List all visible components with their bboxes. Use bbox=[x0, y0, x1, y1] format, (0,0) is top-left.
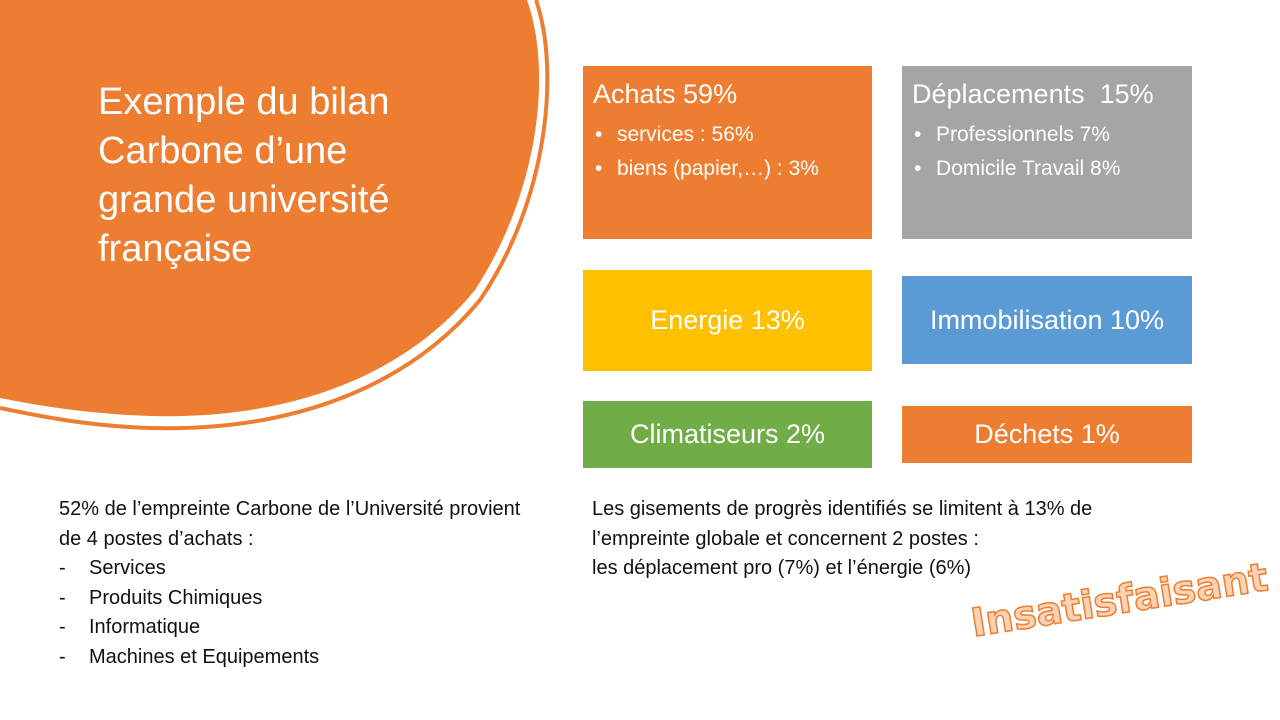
immobilisation-box: Immobilisation 10% bbox=[902, 276, 1192, 364]
note-line: les déplacement pro (7%) et l’énergie (6… bbox=[592, 557, 972, 579]
progress-note: Les gisements de progrès identifiés se l… bbox=[592, 495, 1192, 584]
deplacements-list: Professionnels 7% Domicile Travail 8% bbox=[912, 118, 1192, 186]
list-item: services : 56% bbox=[593, 118, 872, 152]
list-item: Professionnels 7% bbox=[912, 118, 1192, 152]
deplacements-box: Déplacements 15% Professionnels 7% Domic… bbox=[902, 66, 1192, 239]
deplacements-label: Déplacements 15% bbox=[912, 79, 1154, 109]
achats-summary: 52% de l’empreinte Carbone de l’Universi… bbox=[59, 495, 529, 672]
energie-box: Energie 13% bbox=[583, 270, 872, 371]
note-line: Les gisements de progrès identifiés se l… bbox=[592, 498, 1093, 520]
note-line: l’empreinte globale et concernent 2 post… bbox=[592, 527, 979, 550]
immobilisation-label: Immobilisation 10% bbox=[929, 304, 1165, 335]
summary-intro: 52% de l’empreinte Carbone de l’Universi… bbox=[59, 498, 521, 550]
climatiseurs-box: Climatiseurs 2% bbox=[583, 401, 872, 468]
dechets-box: Déchets 1% bbox=[902, 406, 1192, 463]
list-item: biens (papier,…) : 3% bbox=[593, 152, 872, 186]
dechets-label: Déchets 1% bbox=[974, 419, 1120, 449]
achats-label: Achats 59% bbox=[593, 79, 738, 109]
energie-label: Energie 13% bbox=[650, 305, 805, 335]
list-item: Produits Chimiques bbox=[59, 584, 529, 614]
climatiseurs-label: Climatiseurs 2% bbox=[629, 419, 826, 449]
slide-title: Exemple du bilan Carbone d’une grande un… bbox=[98, 81, 390, 270]
list-item: Informatique bbox=[59, 613, 529, 643]
list-item: Domicile Travail 8% bbox=[912, 152, 1192, 186]
summary-list: Services Produits Chimiques Informatique… bbox=[59, 554, 529, 672]
list-item: Services bbox=[59, 554, 529, 584]
list-item: Machines et Equipements bbox=[59, 643, 529, 673]
achats-box: Achats 59% services : 56% biens (papier,… bbox=[583, 66, 872, 239]
achats-list: services : 56% biens (papier,…) : 3% bbox=[593, 118, 872, 186]
